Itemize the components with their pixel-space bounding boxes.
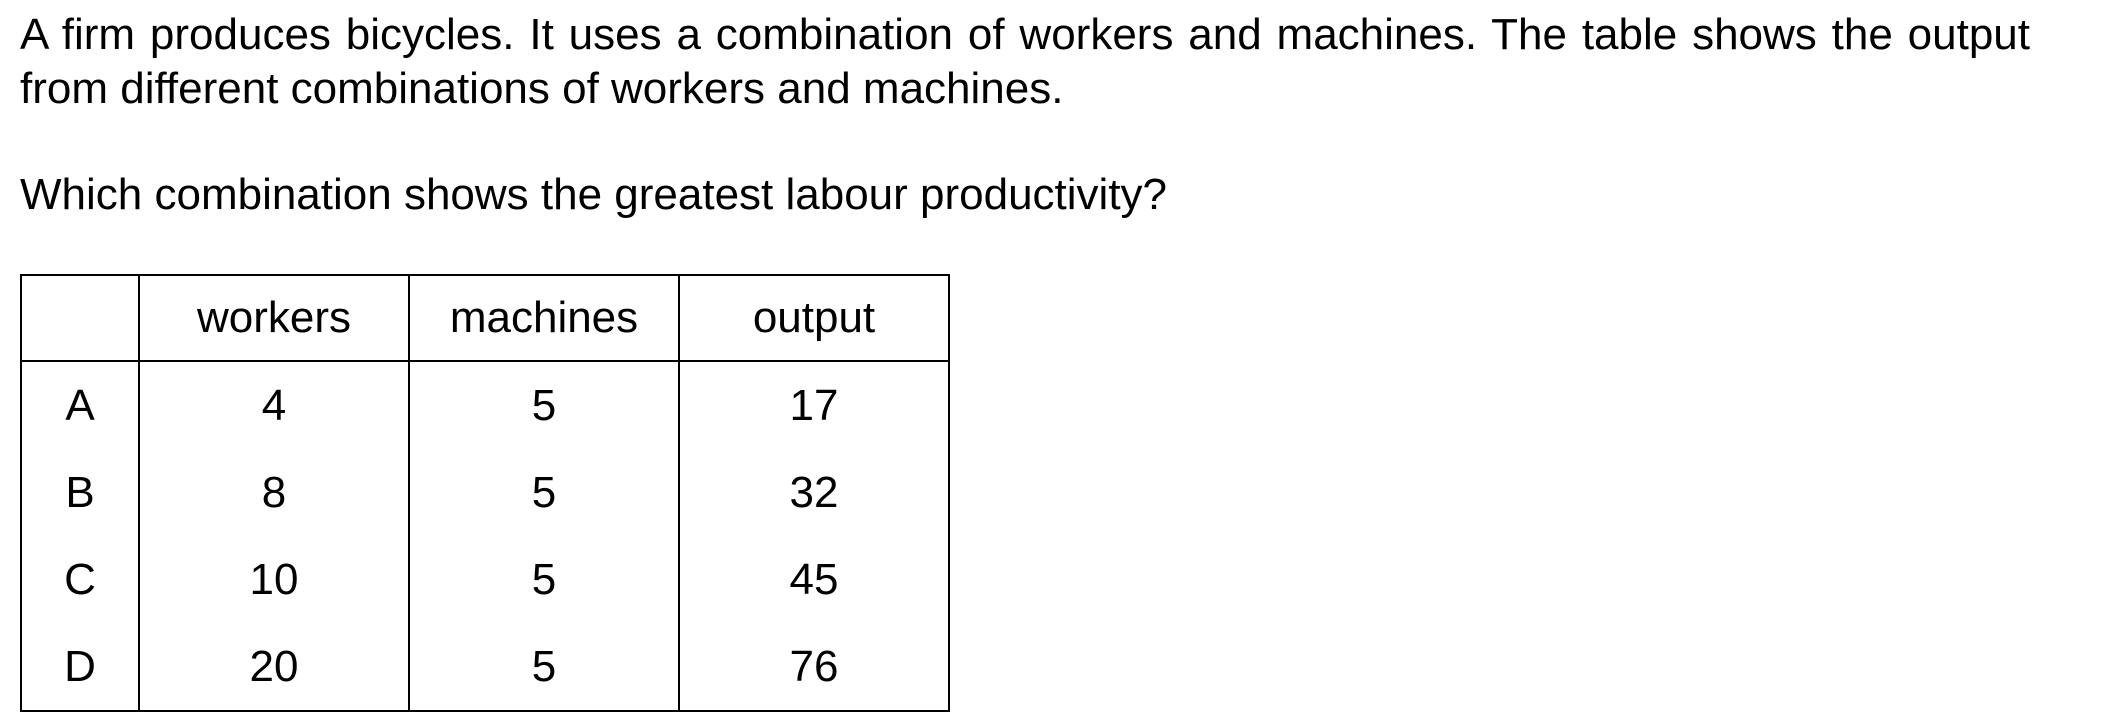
cell-workers: 20 — [138, 623, 410, 712]
cell-workers: 10 — [138, 536, 410, 623]
cell-output: 76 — [678, 623, 950, 712]
cell-workers: 8 — [138, 449, 410, 536]
cell-workers: 4 — [138, 361, 410, 449]
table-row: C 10 5 45 — [20, 536, 950, 623]
row-key: A — [20, 361, 140, 449]
header-blank — [20, 274, 140, 362]
cell-machines: 5 — [408, 449, 680, 536]
header-machines: machines — [408, 274, 680, 362]
productivity-table: workers machines output A 4 5 17 B 8 5 3… — [20, 274, 950, 712]
cell-machines: 5 — [408, 623, 680, 712]
table-row: B 8 5 32 — [20, 449, 950, 536]
header-workers: workers — [138, 274, 410, 362]
row-key: C — [20, 536, 140, 623]
table-row: D 20 5 76 — [20, 623, 950, 712]
cell-output: 32 — [678, 449, 950, 536]
cell-machines: 5 — [408, 536, 680, 623]
row-key: D — [20, 623, 140, 712]
table-row: A 4 5 17 — [20, 361, 950, 449]
question-block: A firm produces bicycles. It uses a comb… — [20, 8, 2030, 116]
header-output: output — [678, 274, 950, 362]
row-key: B — [20, 449, 140, 536]
cell-output: 17 — [678, 361, 950, 449]
table-header-row: workers machines output — [20, 274, 950, 362]
cell-machines: 5 — [408, 361, 680, 449]
question-prompt: Which combination shows the greatest lab… — [20, 170, 1168, 219]
question-stem: A firm produces bicycles. It uses a comb… — [20, 10, 2030, 113]
cell-output: 45 — [678, 536, 950, 623]
